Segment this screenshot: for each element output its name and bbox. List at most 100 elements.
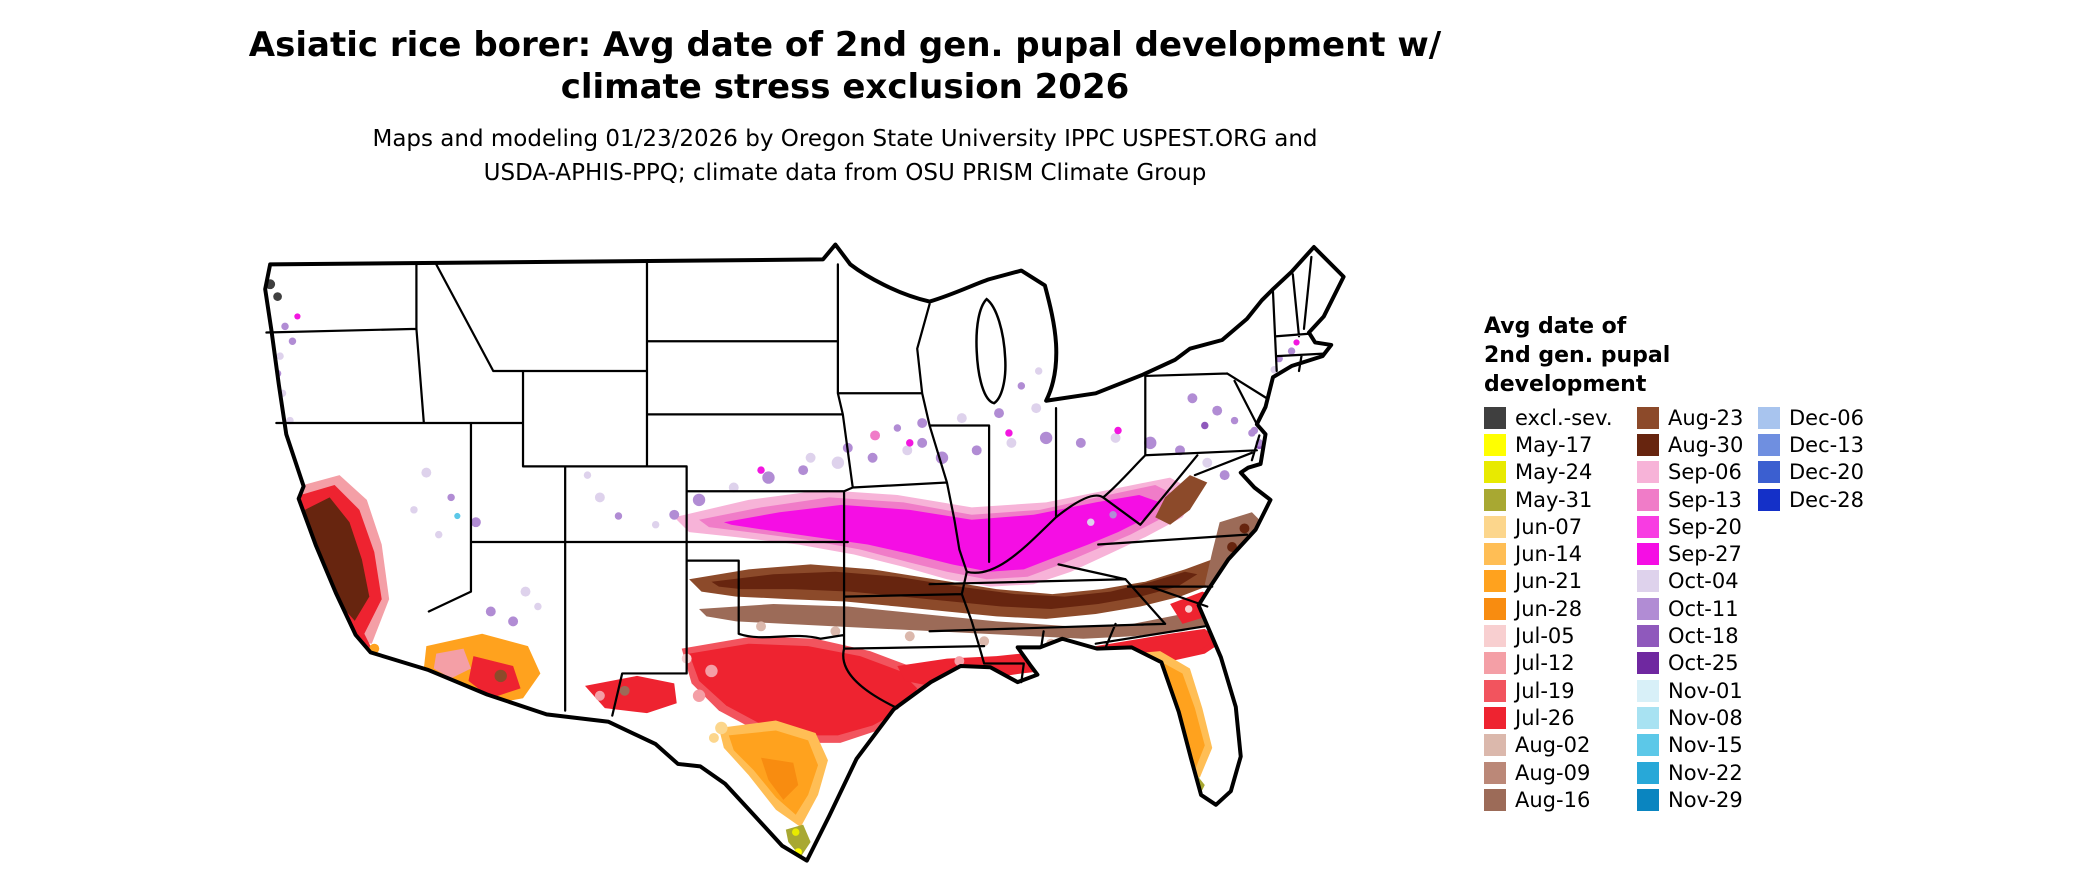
legend-label: Sep-06 — [1668, 460, 1742, 485]
legend-row: Oct-04 — [1637, 568, 1743, 595]
legend-label: Nov-22 — [1668, 760, 1743, 785]
legend-swatch — [1484, 433, 1506, 456]
title-line-2: climate stress exclusion 2026 — [560, 67, 1130, 107]
legend-label: Nov-08 — [1668, 705, 1743, 730]
legend-label: Jun-28 — [1515, 596, 1583, 621]
legend-swatch — [1637, 761, 1659, 784]
map-area — [228, 212, 1418, 882]
legend-column-2: Aug-23 Aug-30 Sep-06 Sep-13 Sep-20 Sep-27 Oct-… — [1637, 404, 1743, 813]
legend-label: May-17 — [1515, 432, 1593, 457]
legend-swatch — [1484, 706, 1506, 729]
legend-label: Sep-27 — [1668, 542, 1742, 567]
legend-row: Sep-06 — [1637, 459, 1743, 486]
legend-row: Oct-11 — [1637, 595, 1743, 622]
legend-row: Jul-26 — [1484, 704, 1613, 731]
legend-row: Jun-28 — [1484, 595, 1613, 622]
legend-label: Sep-13 — [1668, 487, 1742, 512]
legend-row: Aug-23 — [1637, 404, 1743, 431]
legend-title-line-1: Avg date of — [1484, 314, 1627, 339]
legend-row: May-31 — [1484, 486, 1613, 513]
legend-label: Jul-12 — [1515, 651, 1575, 676]
legend-row: Aug-30 — [1637, 431, 1743, 458]
subtitle-line-1: Maps and modeling 01/23/2026 by Oregon S… — [372, 126, 1318, 152]
legend-swatch — [1637, 433, 1659, 456]
legend-swatch — [1637, 488, 1659, 511]
legend-swatch — [1484, 734, 1506, 757]
legend-label: Aug-30 — [1668, 432, 1744, 457]
lake-michigan — [975, 297, 1007, 405]
legend-swatch — [1484, 625, 1506, 648]
legend-swatch — [1637, 570, 1659, 593]
legend-swatch — [1484, 652, 1506, 675]
legend-label: Oct-18 — [1668, 624, 1739, 649]
us-outline — [263, 242, 1346, 863]
legend-row: Nov-29 — [1637, 786, 1743, 813]
legend-swatch — [1484, 597, 1506, 620]
legend-row: Nov-15 — [1637, 732, 1743, 759]
legend-column-3: Dec-06 Dec-13 Dec-20 Dec-28 — [1758, 404, 1864, 513]
legend-label: Dec-28 — [1789, 487, 1864, 512]
legend-row: Aug-16 — [1484, 786, 1613, 813]
legend-row: Dec-13 — [1758, 431, 1864, 458]
legend-column-1: excl.-sev. May-17 May-24 May-31 Jun-07 Jun-14… — [1484, 404, 1613, 813]
legend-swatch — [1637, 543, 1659, 566]
legend-label: Jul-26 — [1515, 705, 1575, 730]
legend-row: May-24 — [1484, 459, 1613, 486]
legend-label: Jun-07 — [1515, 514, 1583, 539]
legend-swatch — [1637, 734, 1659, 757]
legend-row: May-17 — [1484, 431, 1613, 458]
legend-swatch — [1637, 406, 1659, 429]
legend-swatch — [1637, 652, 1659, 675]
legend-label: Oct-11 — [1668, 596, 1739, 621]
legend-label: Nov-15 — [1668, 733, 1743, 758]
legend-swatch — [1484, 461, 1506, 484]
us-map — [263, 242, 1346, 863]
page-title: Asiatic rice borer: Avg date of 2nd gen.… — [0, 24, 1690, 108]
state-borders — [265, 255, 1325, 717]
legend-row: Oct-25 — [1637, 650, 1743, 677]
legend-label: Aug-23 — [1668, 405, 1744, 430]
legend-row: Nov-22 — [1637, 759, 1743, 786]
legend-label: Jun-21 — [1515, 569, 1583, 594]
legend-swatch — [1484, 679, 1506, 702]
legend-row: Aug-02 — [1484, 732, 1613, 759]
title-line-1: Asiatic rice borer: Avg date of 2nd gen.… — [248, 25, 1442, 65]
legend-row: Jul-12 — [1484, 650, 1613, 677]
page-subtitle: Maps and modeling 01/23/2026 by Oregon S… — [0, 122, 1690, 190]
legend-swatch — [1758, 433, 1780, 456]
legend-row: Sep-27 — [1637, 540, 1743, 567]
legend-label: Aug-16 — [1515, 787, 1591, 812]
legend-label: Dec-06 — [1789, 405, 1864, 430]
legend-swatch — [1758, 488, 1780, 511]
legend-label: Aug-02 — [1515, 733, 1591, 758]
legend-swatch — [1484, 543, 1506, 566]
legend-swatch — [1637, 706, 1659, 729]
legend-label: Dec-13 — [1789, 432, 1864, 457]
legend-row: Jun-14 — [1484, 540, 1613, 567]
legend-row: Aug-09 — [1484, 759, 1613, 786]
legend-row: Dec-28 — [1758, 486, 1864, 513]
legend-row: Nov-08 — [1637, 704, 1743, 731]
legend-row: Jul-19 — [1484, 677, 1613, 704]
legend-row: excl.-sev. — [1484, 404, 1613, 431]
legend-swatch — [1484, 788, 1506, 811]
legend-label: Oct-25 — [1668, 651, 1739, 676]
legend-label: Dec-20 — [1789, 460, 1864, 485]
legend-swatch — [1637, 788, 1659, 811]
legend-swatch — [1484, 570, 1506, 593]
legend-swatch — [1637, 625, 1659, 648]
legend-label: Sep-20 — [1668, 514, 1742, 539]
legend-row: Sep-13 — [1637, 486, 1743, 513]
legend-row: Jul-05 — [1484, 622, 1613, 649]
legend-label: Nov-29 — [1668, 787, 1743, 812]
legend-row: Dec-06 — [1758, 404, 1864, 431]
legend-label: Jul-05 — [1515, 624, 1575, 649]
legend-label: Aug-09 — [1515, 760, 1591, 785]
legend-row: Sep-20 — [1637, 513, 1743, 540]
legend-swatch — [1758, 461, 1780, 484]
legend-title: Avg date of 2nd gen. pupal development — [1484, 312, 1670, 399]
legend-row: Dec-20 — [1758, 459, 1864, 486]
legend-label: excl.-sev. — [1515, 405, 1613, 430]
legend-swatch — [1758, 406, 1780, 429]
